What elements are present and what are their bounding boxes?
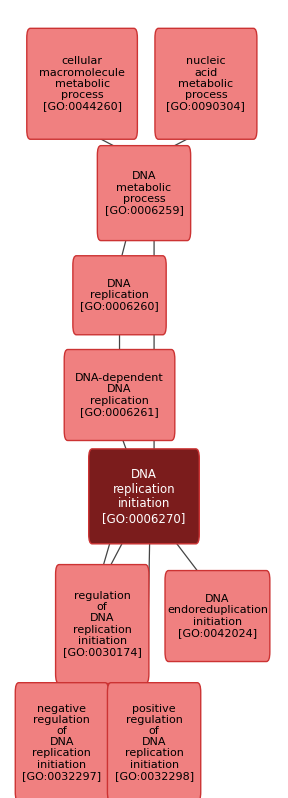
Text: negative
regulation
of
DNA
replication
initiation
[GO:0032297]: negative regulation of DNA replication i…: [22, 704, 101, 780]
Text: DNA
metabolic
process
[GO:0006259]: DNA metabolic process [GO:0006259]: [105, 172, 183, 215]
Text: positive
regulation
of
DNA
replication
initiation
[GO:0032298]: positive regulation of DNA replication i…: [115, 704, 194, 780]
FancyBboxPatch shape: [56, 565, 149, 683]
FancyBboxPatch shape: [165, 571, 270, 662]
FancyBboxPatch shape: [155, 28, 257, 139]
Text: DNA
replication
[GO:0006260]: DNA replication [GO:0006260]: [80, 279, 159, 311]
Text: DNA
replication
initiation
[GO:0006270]: DNA replication initiation [GO:0006270]: [102, 468, 186, 524]
FancyBboxPatch shape: [27, 28, 137, 139]
FancyBboxPatch shape: [73, 255, 166, 335]
FancyBboxPatch shape: [89, 448, 199, 544]
FancyBboxPatch shape: [64, 350, 175, 440]
FancyBboxPatch shape: [15, 683, 109, 798]
FancyBboxPatch shape: [97, 145, 191, 241]
Text: nucleic
acid
metabolic
process
[GO:0090304]: nucleic acid metabolic process [GO:00903…: [166, 57, 245, 111]
Text: regulation
of
DNA
replication
initiation
[GO:0030174]: regulation of DNA replication initiation…: [63, 591, 142, 657]
Text: DNA-dependent
DNA
replication
[GO:0006261]: DNA-dependent DNA replication [GO:000626…: [75, 373, 164, 417]
Text: DNA
endoreduplication
initiation
[GO:0042024]: DNA endoreduplication initiation [GO:004…: [167, 595, 268, 638]
FancyBboxPatch shape: [107, 683, 201, 798]
Text: cellular
macromolecule
metabolic
process
[GO:0044260]: cellular macromolecule metabolic process…: [39, 57, 125, 111]
